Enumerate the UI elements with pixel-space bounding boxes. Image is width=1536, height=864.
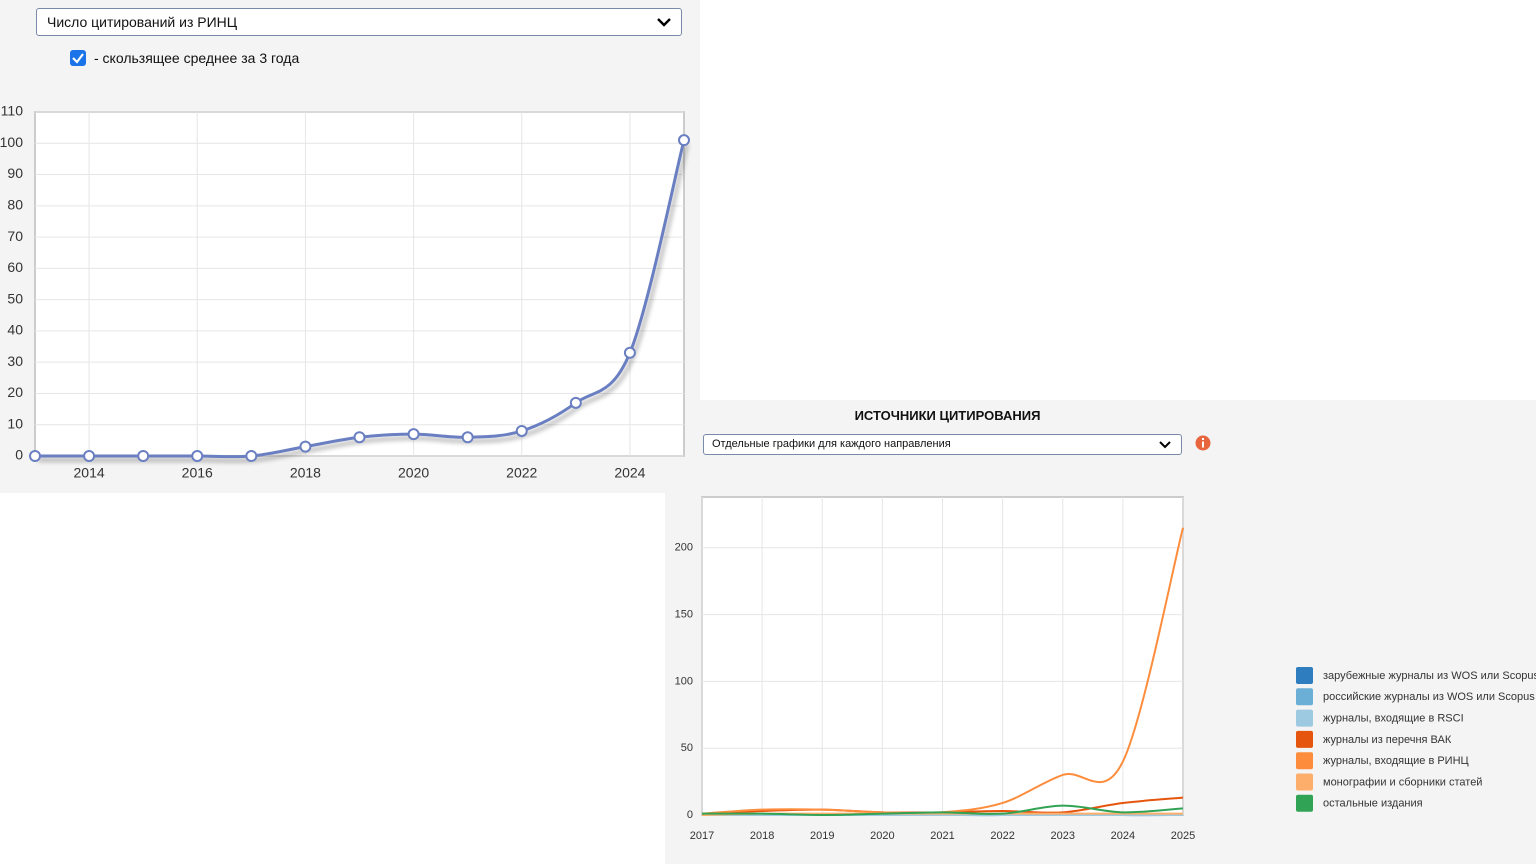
- legend-label: монографии и сборники статей: [1323, 776, 1482, 788]
- y-tick-label: 30: [7, 353, 23, 369]
- y-tick-label: 0: [15, 447, 23, 463]
- x-tick-label: 2018: [290, 465, 321, 481]
- y-tick-label: 100: [675, 675, 693, 687]
- point: [461, 431, 474, 444]
- series-line: [701, 804, 1184, 817]
- x-tick-label: 2022: [506, 465, 537, 481]
- y-tick-label: 150: [675, 608, 693, 620]
- y-tick-label: 80: [7, 197, 23, 213]
- select-text: Число цитирований из РИНЦ: [47, 14, 238, 30]
- point: [407, 428, 420, 441]
- plot-area: [34, 111, 685, 457]
- x-tick-label: 2018: [750, 830, 774, 842]
- x-tick-label: 2021: [930, 830, 954, 842]
- x-tick-label: 2017: [690, 830, 714, 842]
- checkbox[interactable]: [70, 50, 86, 66]
- y-tick-label: 50: [7, 290, 23, 306]
- y-tick-label: 40: [7, 322, 23, 338]
- legend-label: журналы из перечня ВАК: [1323, 734, 1452, 746]
- y-tick-label: 100: [0, 134, 23, 150]
- x-tick-label: 2025: [1171, 830, 1195, 842]
- legend-swatch: [1296, 730, 1313, 748]
- y-tick-label: 50: [681, 742, 693, 754]
- x-tick-label: 2014: [74, 465, 105, 481]
- legend-label: журналы, входящие в РИНЦ: [1323, 755, 1469, 767]
- point: [678, 134, 690, 147]
- checkbox-label: - скользящее среднее за 3 года: [94, 50, 300, 66]
- y-tick-label: 90: [7, 165, 23, 181]
- info-icon[interactable]: [1195, 435, 1211, 451]
- legend-swatch: [1296, 794, 1313, 812]
- select-text: Отдельные графики для каждого направлени…: [712, 438, 951, 450]
- legend-label: зарубежные журналы из WOS или Scopus: [1323, 670, 1536, 682]
- metric-select[interactable]: Число цитирований из РИНЦ: [36, 8, 682, 36]
- y-tick-label: 20: [7, 384, 23, 400]
- point: [569, 396, 582, 409]
- y-tick-label: 70: [7, 228, 23, 244]
- y-tick-label: 110: [1, 103, 24, 119]
- point: [191, 450, 204, 462]
- x-tick-label: 2020: [870, 830, 894, 842]
- panel-title: ИСТОЧНИКИ ЦИТИРОВАНИЯ: [854, 408, 1041, 423]
- point: [29, 450, 41, 462]
- legend-label: остальные издания: [1323, 798, 1423, 810]
- point: [299, 440, 312, 453]
- chevron: [1159, 440, 1171, 448]
- series-line: [701, 527, 1184, 815]
- x-tick-label: 2022: [990, 830, 1014, 842]
- y-tick-label: 60: [7, 259, 23, 275]
- x-tick-label: 2023: [1051, 830, 1075, 842]
- legend-swatch: [1296, 709, 1313, 727]
- chevron: [657, 18, 671, 27]
- legend-swatch: [1296, 773, 1313, 791]
- point: [245, 450, 258, 462]
- mode-select[interactable]: Отдельные графики для каждого направлени…: [703, 434, 1182, 455]
- point: [137, 450, 150, 462]
- check-icon: [72, 53, 84, 64]
- x-tick-label: 2024: [1111, 830, 1135, 842]
- legend-label: российские журналы из WOS или Scopus: [1323, 691, 1535, 703]
- legend-label: журналы, входящие в RSCI: [1323, 713, 1464, 725]
- y-tick-label: 10: [7, 415, 23, 431]
- point: [353, 431, 366, 444]
- y-tick-label: 200: [675, 542, 693, 554]
- y-tick-label: 0: [687, 809, 693, 821]
- x-tick-label: 2019: [810, 830, 834, 842]
- legend-swatch: [1296, 752, 1313, 770]
- legend-swatch: [1296, 667, 1313, 684]
- x-tick-label: 2016: [182, 465, 213, 481]
- point: [83, 450, 96, 462]
- legend-swatch: [1296, 688, 1313, 706]
- point: [623, 346, 636, 359]
- point: [515, 424, 528, 437]
- x-tick-label: 2024: [614, 465, 645, 481]
- x-tick-label: 2020: [398, 465, 429, 481]
